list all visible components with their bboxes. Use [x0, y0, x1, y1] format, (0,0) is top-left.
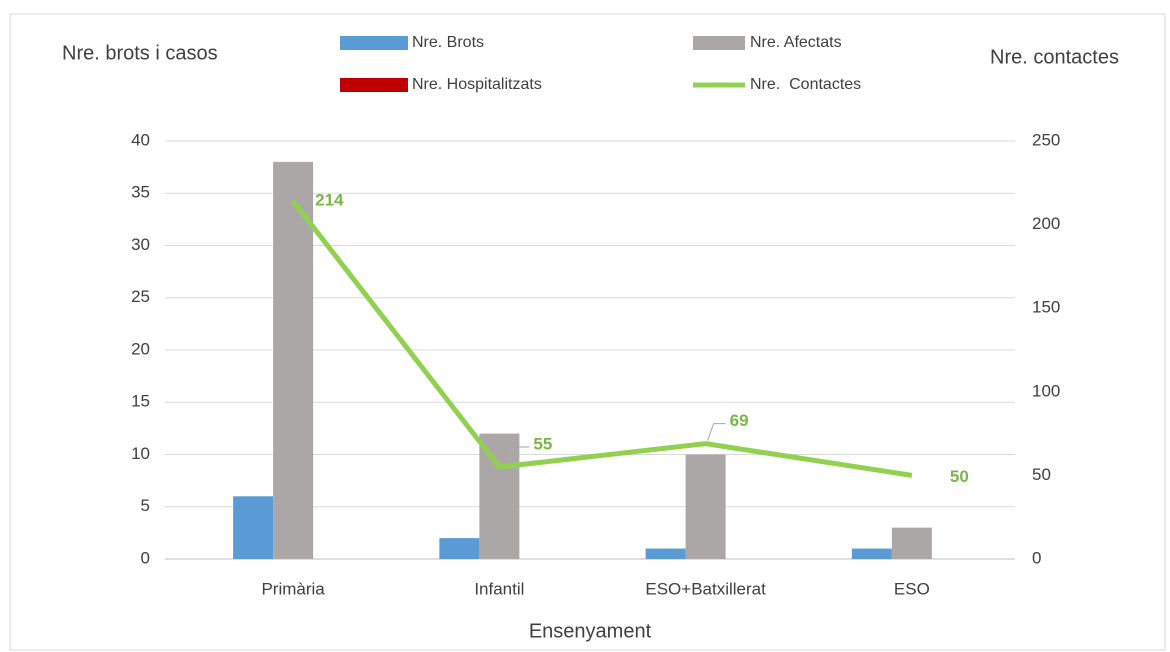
y-tick-label: 40	[131, 130, 150, 149]
x-tick-label: Infantil	[474, 579, 524, 598]
leader-line	[707, 423, 726, 441]
y-tick-label: 5	[141, 496, 150, 515]
y2-tick-label: 50	[1032, 465, 1051, 484]
y-tick-label: 10	[131, 444, 150, 463]
chart-border	[9, 13, 1166, 651]
x-tick-label: ESO+Batxillerat	[645, 579, 766, 598]
bar	[685, 454, 726, 559]
y-tick-label: 0	[141, 548, 150, 567]
legend-swatch	[693, 36, 745, 50]
bar	[439, 538, 480, 559]
data-label: 214	[315, 191, 344, 210]
x-tick-label: Primària	[261, 579, 325, 598]
y-tick-label: 20	[131, 339, 150, 358]
data-label: 50	[950, 467, 969, 486]
line-series	[291, 199, 913, 478]
y2-tick-label: 0	[1032, 548, 1041, 567]
bar	[233, 496, 274, 559]
y2-axis-label: Nre. contactes	[990, 46, 1119, 68]
legend-label: Nre. Brots	[412, 34, 484, 51]
y2-tick-label: 150	[1032, 298, 1060, 317]
bar	[479, 433, 520, 559]
y-tick-label: 35	[131, 183, 150, 202]
y2-tick-label: 200	[1032, 214, 1060, 233]
y-axis-label: Nre. brots i casos	[62, 42, 218, 64]
y-tick-label: 15	[131, 392, 150, 411]
leader-line	[500, 446, 530, 465]
bar	[645, 548, 686, 559]
y-tick-label: 25	[131, 287, 150, 306]
y2-tick-label: 250	[1032, 130, 1060, 149]
legend-label: Nre. Contactes	[750, 76, 861, 93]
y-tick-label: 30	[131, 235, 150, 254]
legend-label: Nre. Hospitalitzats	[412, 76, 542, 93]
data-label: 69	[730, 411, 749, 430]
legend-label: Nre. Afectats	[750, 34, 842, 51]
legend-swatch	[340, 36, 408, 50]
x-tick-label: ESO	[894, 579, 930, 598]
y2-tick-label: 100	[1032, 381, 1060, 400]
bar	[273, 161, 314, 559]
x-axis-label: Ensenyament	[529, 620, 652, 642]
bar	[851, 548, 892, 559]
legend-swatch	[340, 78, 408, 92]
data-label: 55	[533, 435, 552, 454]
bar	[891, 527, 932, 559]
